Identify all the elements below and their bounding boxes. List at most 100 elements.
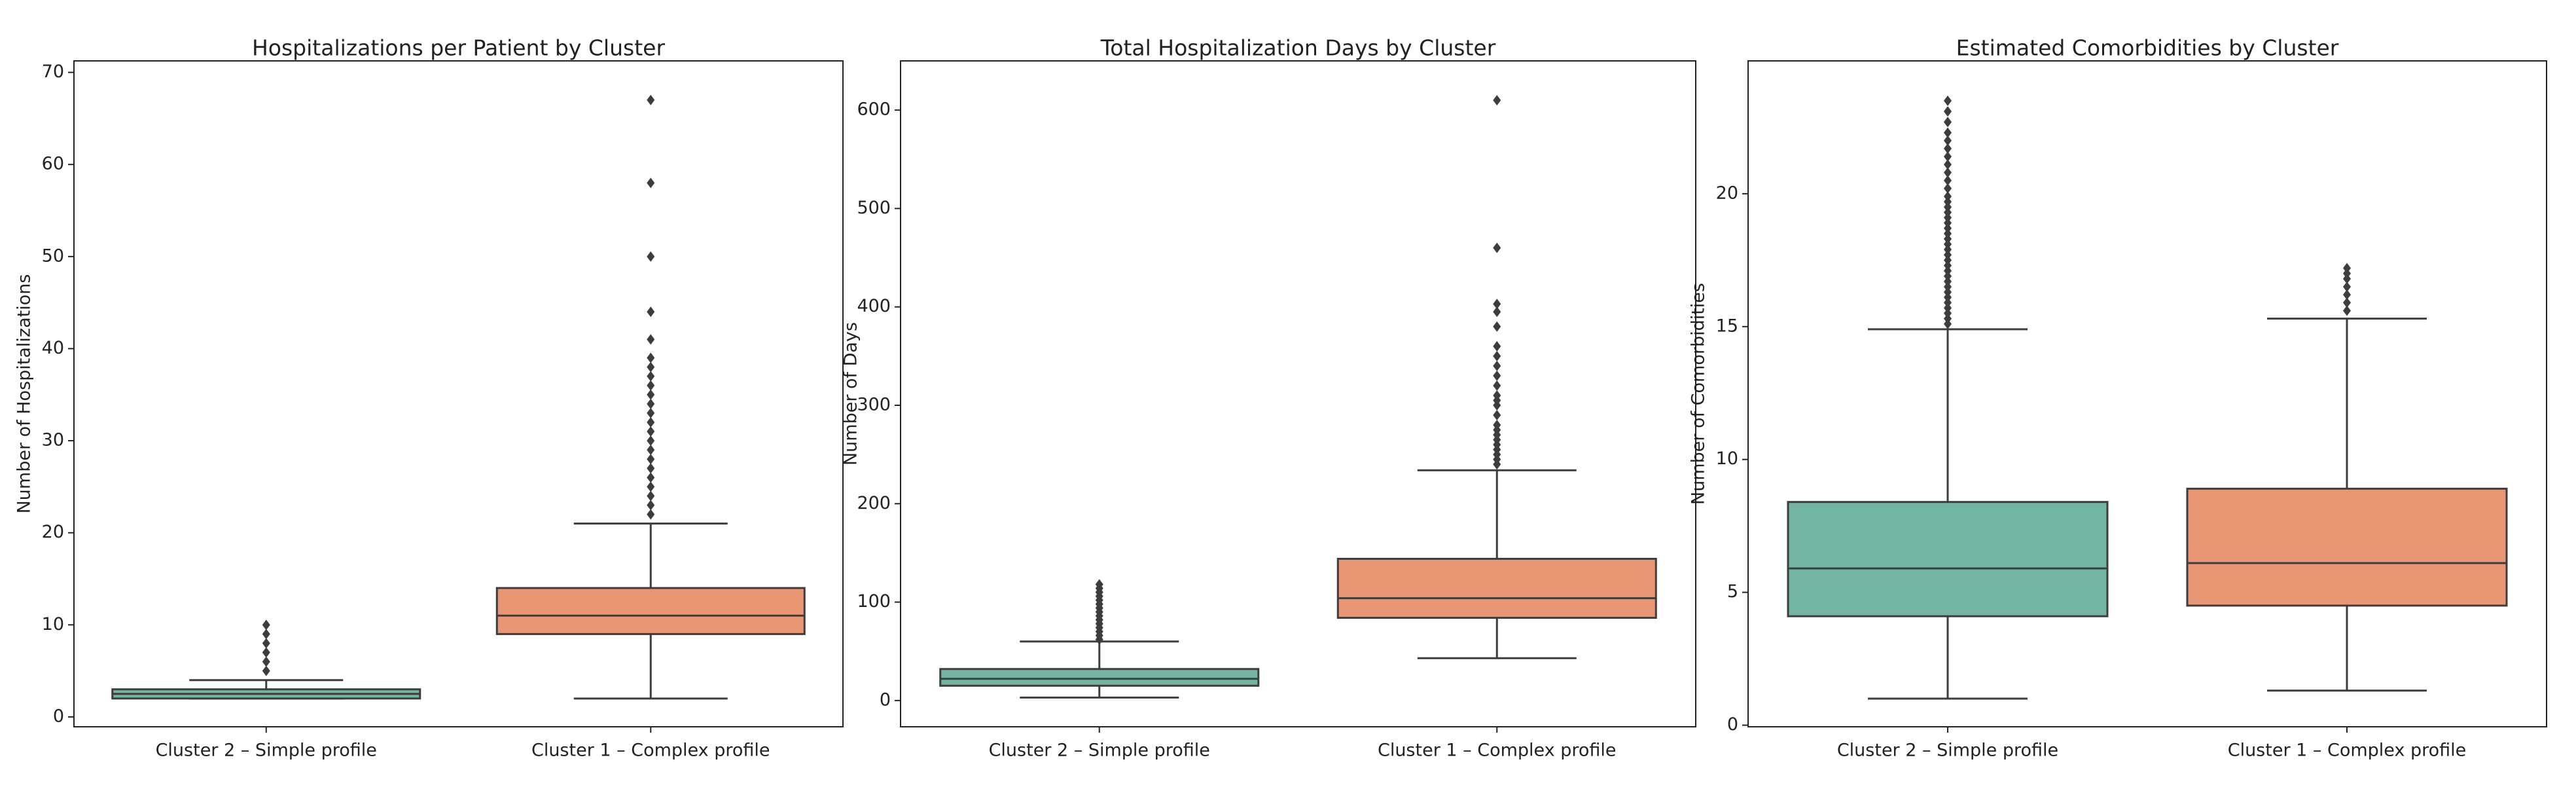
outlier bbox=[1944, 233, 1952, 244]
y-tick-label: 5 bbox=[1727, 581, 1738, 602]
outlier bbox=[647, 509, 655, 520]
outlier bbox=[1944, 270, 1952, 282]
outlier bbox=[1944, 318, 1952, 329]
axes-frame bbox=[900, 60, 1696, 727]
outlier bbox=[647, 445, 655, 456]
outlier bbox=[2343, 297, 2351, 308]
x-tick-label: Cluster 2 – Simple profile bbox=[989, 741, 1210, 761]
outlier bbox=[647, 454, 655, 465]
y-tick-label: 20 bbox=[1716, 183, 1738, 203]
box bbox=[1787, 501, 2109, 617]
outlier bbox=[1944, 292, 1952, 303]
box bbox=[939, 668, 1260, 687]
outlier bbox=[262, 638, 270, 649]
outlier bbox=[1944, 297, 1952, 308]
outlier bbox=[1493, 410, 1501, 421]
outlier bbox=[647, 251, 655, 262]
y-tick-label: 50 bbox=[42, 246, 64, 266]
outlier bbox=[647, 352, 655, 363]
outlier bbox=[1944, 196, 1952, 208]
y-tick-label: 300 bbox=[857, 395, 891, 415]
outlier bbox=[1493, 370, 1501, 381]
chart-title: Total Hospitalization Days by Cluster bbox=[1100, 35, 1496, 61]
outlier bbox=[647, 389, 655, 400]
outlier bbox=[647, 463, 655, 474]
outlier bbox=[1944, 302, 1952, 314]
y-tick-label: 10 bbox=[42, 614, 64, 634]
outlier bbox=[1493, 242, 1501, 253]
outlier bbox=[647, 361, 655, 373]
y-tick-label: 100 bbox=[857, 591, 891, 612]
outlier bbox=[262, 656, 270, 667]
outlier bbox=[1493, 340, 1501, 352]
outlier bbox=[1944, 167, 1952, 178]
outlier bbox=[1944, 313, 1952, 324]
box bbox=[495, 587, 806, 635]
outlier bbox=[647, 435, 655, 447]
outlier bbox=[1944, 191, 1952, 202]
outlier bbox=[1493, 95, 1501, 106]
outlier bbox=[1493, 390, 1501, 401]
y-tick-label: 20 bbox=[42, 522, 64, 542]
outlier bbox=[2343, 305, 2351, 316]
outlier bbox=[1944, 159, 1952, 170]
outlier bbox=[1944, 260, 1952, 271]
y-tick-label: 0 bbox=[53, 706, 64, 726]
y-tick-label: 0 bbox=[880, 689, 891, 710]
x-tick-label: Cluster 2 – Simple profile bbox=[156, 741, 377, 761]
outlier bbox=[647, 416, 655, 428]
outlier bbox=[262, 619, 270, 631]
outlier bbox=[1944, 265, 1952, 276]
y-tick-label: 60 bbox=[42, 154, 64, 174]
outlier bbox=[1944, 151, 1952, 162]
outlier bbox=[1944, 244, 1952, 255]
y-tick-label: 500 bbox=[857, 198, 891, 218]
outlier bbox=[1944, 117, 1952, 128]
outlier bbox=[1944, 255, 1952, 266]
outlier bbox=[1944, 127, 1952, 138]
y-axis-label: Number of Comorbidities bbox=[1689, 283, 1709, 505]
box bbox=[1336, 557, 1657, 619]
outlier bbox=[2343, 289, 2351, 301]
outlier bbox=[1944, 143, 1952, 154]
chart-title: Hospitalizations per Patient by Cluster bbox=[252, 35, 665, 61]
axes-frame bbox=[1747, 60, 2547, 727]
y-tick-label: 0 bbox=[1727, 714, 1738, 735]
outlier bbox=[2343, 268, 2351, 279]
outlier bbox=[262, 665, 270, 676]
outlier bbox=[1944, 249, 1952, 261]
y-tick-label: 10 bbox=[1716, 449, 1738, 469]
outlier bbox=[1944, 95, 1952, 106]
outlier bbox=[647, 398, 655, 409]
outlier bbox=[647, 334, 655, 345]
chart-title: Estimated Comorbidities by Cluster bbox=[1956, 35, 2339, 61]
outlier bbox=[1095, 579, 1103, 590]
outlier bbox=[1944, 287, 1952, 298]
outlier bbox=[647, 306, 655, 318]
x-tick-label: Cluster 1 – Complex profile bbox=[1378, 741, 1617, 761]
outlier bbox=[1944, 223, 1952, 234]
outlier bbox=[1493, 306, 1501, 318]
y-tick-label: 200 bbox=[857, 493, 891, 513]
outlier bbox=[2343, 263, 2351, 274]
outlier bbox=[647, 94, 655, 105]
outlier bbox=[1944, 202, 1952, 213]
x-tick-label: Cluster 1 – Complex profile bbox=[531, 741, 770, 761]
outlier bbox=[647, 472, 655, 483]
outlier bbox=[647, 481, 655, 492]
outlier bbox=[1944, 228, 1952, 239]
y-axis-label: Number of Hospitalizations bbox=[14, 274, 35, 514]
y-tick-label: 15 bbox=[1716, 316, 1738, 336]
outlier bbox=[647, 426, 655, 437]
outlier bbox=[1493, 299, 1501, 310]
outlier bbox=[1944, 183, 1952, 194]
outlier bbox=[1944, 276, 1952, 287]
outlier bbox=[1944, 207, 1952, 218]
outlier bbox=[2343, 273, 2351, 284]
outlier bbox=[1944, 135, 1952, 146]
y-tick-label: 400 bbox=[857, 296, 891, 316]
y-tick-label: 70 bbox=[42, 62, 64, 82]
outlier bbox=[1493, 350, 1501, 361]
